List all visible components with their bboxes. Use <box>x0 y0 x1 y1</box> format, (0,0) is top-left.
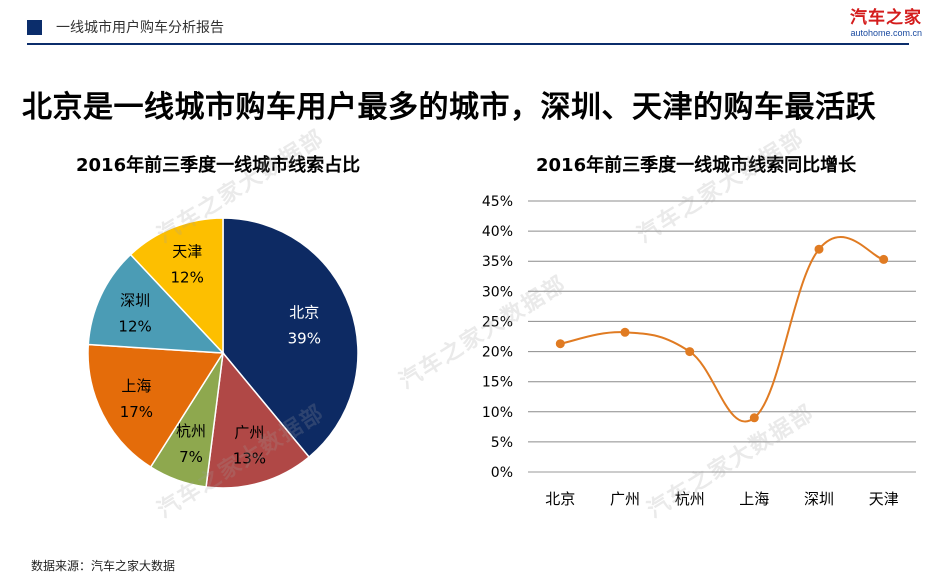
pie-chart-title: 2016年前三季度一线城市线索占比 <box>76 155 361 176</box>
y-tick-label: 45% <box>482 194 513 210</box>
logo-text: 汽车之家 <box>850 8 922 28</box>
x-tick-label: 杭州 <box>675 490 705 508</box>
data-point <box>879 254 889 264</box>
y-tick-label: 5% <box>491 435 513 451</box>
pie-label-value: 17% <box>120 403 153 421</box>
pie-label-value: 39% <box>288 330 321 348</box>
pie-label-value: 12% <box>171 269 204 287</box>
data-point <box>555 339 565 349</box>
line-chart-title: 2016年前三季度一线城市线索同比增长 <box>536 155 857 176</box>
pie-label-name: 北京 <box>289 304 319 322</box>
page-headline: 北京是一线城市购车用户最多的城市，深圳、天津的购车最活跃 <box>22 90 876 125</box>
x-tick-label: 广州 <box>610 490 640 508</box>
pie-slice-6 <box>129 217 224 355</box>
pie-slice-1 <box>222 217 359 459</box>
pie-slice-5 <box>87 253 225 354</box>
pie-label-value: 13% <box>233 450 266 468</box>
x-tick-label: 上海 <box>739 490 769 508</box>
series-line <box>560 236 885 423</box>
pie-slice-4 <box>87 343 225 469</box>
y-tick-label: 25% <box>482 314 513 330</box>
x-tick-label: 北京 <box>545 490 575 508</box>
pie-label-name: 杭州 <box>176 422 206 440</box>
x-tick-label: 天津 <box>869 490 899 508</box>
data-point <box>814 244 824 254</box>
data-source-note: 数据来源：汽车之家大数据 <box>31 559 176 573</box>
report-title: 一线城市用户购车分析报告 <box>56 20 224 36</box>
pie-label-name: 深圳 <box>120 292 150 310</box>
pie-label-name: 上海 <box>121 377 151 395</box>
data-point <box>685 347 695 357</box>
logo-url: autohome.com.cn <box>850 28 922 38</box>
pie-slice-2 <box>205 351 311 489</box>
autohome-logo: 汽车之家 autohome.com.cn <box>850 10 922 38</box>
header-accent-square <box>27 20 42 35</box>
y-tick-label: 35% <box>482 254 513 270</box>
data-point <box>749 413 759 423</box>
pie-label-value: 7% <box>179 448 203 466</box>
pie-label-value: 12% <box>118 318 151 336</box>
y-tick-label: 30% <box>482 284 513 300</box>
pie-label-name: 广州 <box>234 424 264 442</box>
y-tick-label: 10% <box>482 405 513 421</box>
data-point <box>620 327 630 337</box>
x-tick-label: 深圳 <box>804 490 834 508</box>
y-tick-label: 40% <box>482 224 513 240</box>
y-tick-label: 15% <box>482 375 513 391</box>
header-divider <box>27 43 909 45</box>
pie-label-name: 天津 <box>172 243 202 261</box>
y-tick-label: 20% <box>482 345 513 361</box>
y-tick-label: 0% <box>491 465 513 481</box>
